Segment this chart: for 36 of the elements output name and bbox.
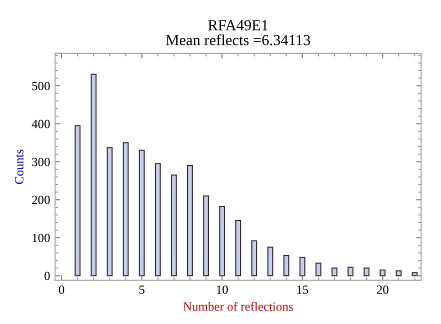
bar	[251, 240, 258, 276]
y-tick-label: 300	[32, 158, 50, 166]
bar	[396, 270, 402, 276]
x-axis-title: Number of reflections	[183, 302, 293, 311]
bar	[235, 220, 242, 276]
y-tick-label: 0	[44, 272, 50, 280]
bar	[412, 272, 418, 276]
bar	[283, 255, 290, 276]
bar	[219, 206, 226, 276]
y-tick-label: 200	[32, 196, 50, 204]
x-tick-label: 10	[216, 285, 228, 294]
bar	[74, 125, 81, 276]
bar	[138, 150, 145, 276]
bar	[187, 164, 193, 276]
bar	[348, 266, 354, 276]
y-axis-title: Counts	[15, 150, 24, 184]
bar	[90, 74, 97, 276]
chart-title: RFA49E1 Mean reflects =6.34113	[166, 20, 310, 46]
bar	[106, 147, 113, 276]
bar	[380, 269, 386, 276]
bar	[170, 174, 177, 276]
y-tick-label: 400	[32, 120, 50, 128]
bar	[332, 268, 338, 276]
bar	[299, 256, 306, 276]
x-tick-label: 0	[58, 285, 64, 294]
x-tick-label: 5	[139, 286, 144, 294]
y-tick-label: 500	[32, 82, 50, 90]
y-tick-label: 100	[32, 234, 50, 242]
x-tick-label: 20	[376, 285, 388, 294]
x-tick-label: 15	[297, 286, 308, 294]
bar	[122, 142, 129, 276]
bar	[154, 163, 161, 276]
bar	[203, 195, 209, 276]
bar	[267, 246, 274, 276]
bar	[315, 262, 322, 276]
bar	[364, 268, 370, 276]
